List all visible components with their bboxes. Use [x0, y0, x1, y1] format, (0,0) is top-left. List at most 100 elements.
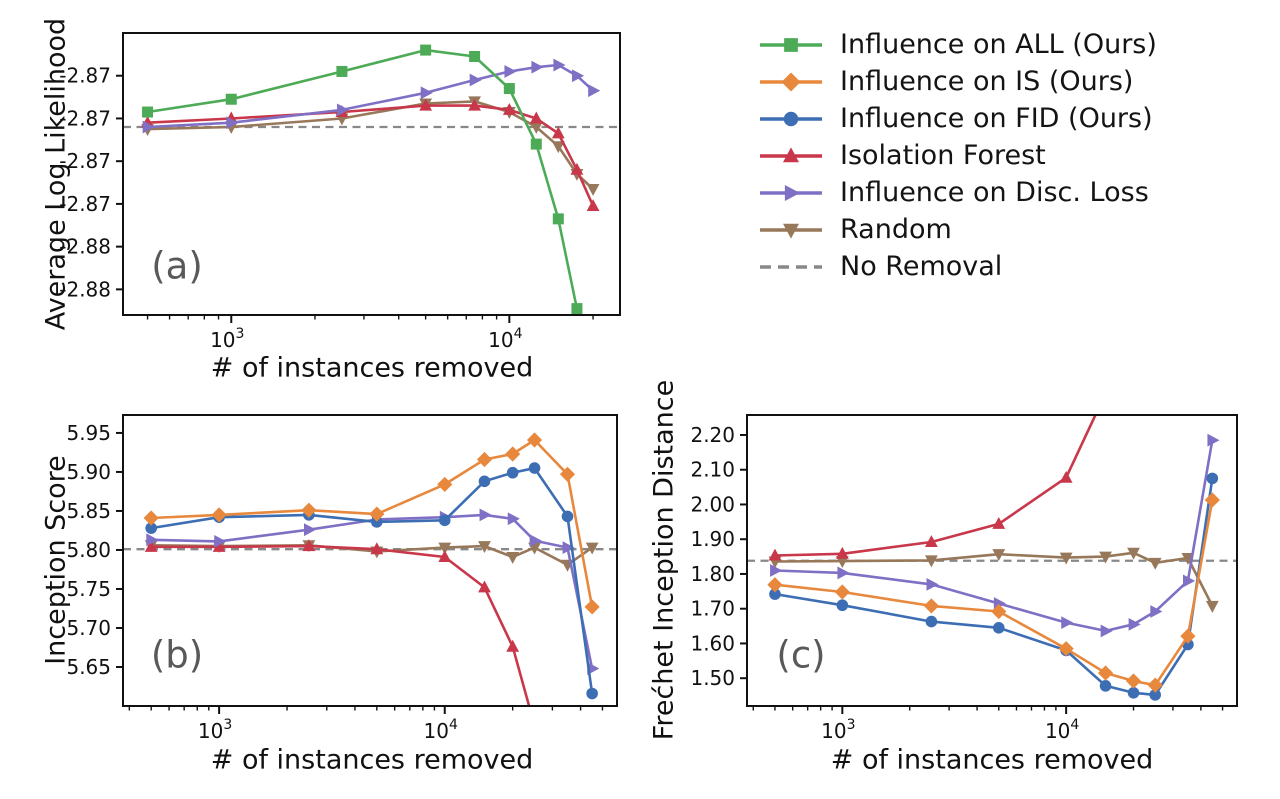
data-point-marker-triangle-up — [529, 111, 543, 124]
data-point-marker-square — [336, 65, 348, 77]
data-point-marker-circle — [586, 687, 598, 700]
legend-sample-svg — [760, 146, 822, 162]
legend-label: Influence on IS (Ours) — [840, 66, 1134, 97]
data-point-marker-circle — [371, 516, 383, 528]
data-point-marker-diamond — [301, 502, 317, 518]
y-tick-label: 1.90 — [690, 527, 735, 551]
legend-item-influence-is: Influence on IS (Ours) — [758, 63, 1157, 100]
data-point-marker-triangle-down — [783, 223, 799, 239]
data-point-marker-circle — [478, 475, 491, 488]
data-point-marker-diamond — [991, 603, 1007, 620]
x-tick-label: 103 — [821, 717, 855, 743]
data-point-marker-triangle-up — [370, 542, 384, 555]
data-point-marker-square — [142, 106, 154, 118]
panel-label-c: (c) — [776, 633, 826, 677]
data-point-marker-diamond — [211, 507, 227, 523]
axes-box-c — [746, 414, 1238, 707]
y-tick-label: -2.87 — [59, 149, 111, 173]
data-point-marker-diamond — [505, 446, 521, 462]
plot-area-b — [123, 432, 617, 731]
legend-sample-svg — [760, 72, 822, 91]
data-point-marker-triangle-down — [992, 549, 1006, 562]
data-point-marker-circle — [506, 466, 519, 479]
y-tick-label: 1.80 — [690, 562, 735, 586]
data-point-marker-triangle-down — [585, 542, 599, 555]
data-point-marker-triangle-up — [502, 103, 516, 115]
data-point-marker-triangle-right — [469, 73, 482, 87]
legend-sample-svg — [760, 111, 822, 126]
plot-area-a — [123, 44, 620, 315]
data-point-marker-diamond — [559, 466, 576, 482]
data-point-marker-triangle-down — [529, 122, 543, 134]
data-point-marker-triangle-right — [1061, 616, 1074, 630]
data-point-marker-triangle-down — [438, 542, 452, 555]
data-point-marker-triangle-down — [506, 551, 520, 564]
y-axis-label-a: Average Log Likelihood — [40, 17, 72, 331]
y-tick-label: 5.75 — [66, 577, 111, 601]
y-tick-label: -2.87 — [59, 192, 111, 216]
legend-marker-triangle-down-brown — [758, 215, 824, 245]
y-tick-label: -2.88 — [59, 235, 111, 259]
data-point-marker-triangle-up — [783, 146, 799, 162]
data-point-marker-triangle-right — [1183, 574, 1196, 588]
chart-a: -2.87 -2.87 -2.87 -2.87 -2.88 -2.88 103 104 — [59, 32, 621, 352]
data-point-marker-circle — [1127, 686, 1140, 699]
data-point-marker-diamond — [781, 72, 801, 91]
data-point-marker-square — [469, 51, 481, 62]
data-point-marker-diamond — [369, 506, 385, 522]
data-point-marker-triangle-down — [835, 556, 849, 569]
legend: Influence on ALL (Ours) Influence on IS … — [758, 26, 1157, 285]
data-point-marker-triangle-down — [551, 141, 565, 154]
y-tick-label: 5.90 — [66, 460, 111, 484]
legend-item-random: Random — [758, 211, 1157, 248]
data-point-marker-triangle-right — [420, 86, 433, 100]
data-point-marker-square — [784, 37, 798, 52]
axis-ticks-c: 1.50 1.60 1.70 1.80 1.90 2.00 2.10 2.20 103 104 — [690, 423, 1224, 743]
data-point-marker-triangle-up — [992, 517, 1006, 529]
series-random — [141, 96, 600, 196]
legend-sample-svg — [760, 184, 822, 201]
data-point-marker-square — [571, 303, 583, 315]
data-point-marker-triangle-right — [553, 58, 566, 72]
data-point-marker-circle — [836, 599, 849, 612]
y-axis-label-b: Inception Score — [40, 455, 72, 665]
data-point-marker-triangle-up — [528, 719, 541, 731]
y-tick-label: 2.00 — [690, 492, 735, 516]
data-point-marker-diamond — [1147, 677, 1163, 693]
data-point-marker-triangle-right — [1207, 433, 1220, 447]
legend-sample-svg — [760, 37, 822, 52]
data-point-marker-diamond — [526, 432, 543, 448]
data-point-marker-triangle-up — [302, 539, 316, 552]
data-point-marker-diamond — [1097, 665, 1114, 681]
axes-box-b — [122, 414, 618, 707]
y-tick-label: 5.85 — [66, 499, 111, 523]
legend-label: No Removal — [840, 251, 1003, 282]
data-point-marker-diamond — [1180, 628, 1196, 644]
chart-c: 1.50 1.60 1.70 1.80 1.90 2.00 2.10 2.20 103 104 — [690, 386, 1238, 743]
y-tick-label: 5.70 — [66, 616, 111, 640]
legend-label: Random — [840, 214, 952, 245]
data-point-marker-triangle-right — [784, 184, 800, 201]
series-isolation-forest — [144, 539, 541, 731]
x-tick-label: 104 — [424, 717, 458, 743]
data-point-marker-square — [552, 213, 564, 225]
legend-marker-circle-blue — [758, 104, 824, 134]
data-point-marker-triangle-up — [478, 580, 491, 593]
series-influence-on-is-ours- — [143, 432, 600, 615]
legend-label: Influence on FID (Ours) — [840, 103, 1153, 134]
data-point-marker-circle — [561, 510, 574, 523]
x-tick-label: 104 — [488, 326, 522, 352]
data-point-marker-circle — [925, 615, 938, 628]
x-axis-label-c: # of instances removed — [830, 744, 1154, 776]
data-point-marker-triangle-right — [146, 533, 159, 547]
data-point-marker-triangle-right — [142, 120, 155, 134]
series-isolation-forest — [141, 98, 600, 212]
legend-item-isolation-forest: Isolation Forest — [758, 137, 1157, 174]
legend-label: Influence on ALL (Ours) — [840, 29, 1157, 60]
data-point-marker-triangle-up — [1059, 470, 1073, 483]
series-influence-on-all-ours- — [142, 44, 583, 315]
data-point-marker-triangle-up — [1099, 386, 1112, 398]
data-point-marker-circle — [438, 514, 451, 527]
